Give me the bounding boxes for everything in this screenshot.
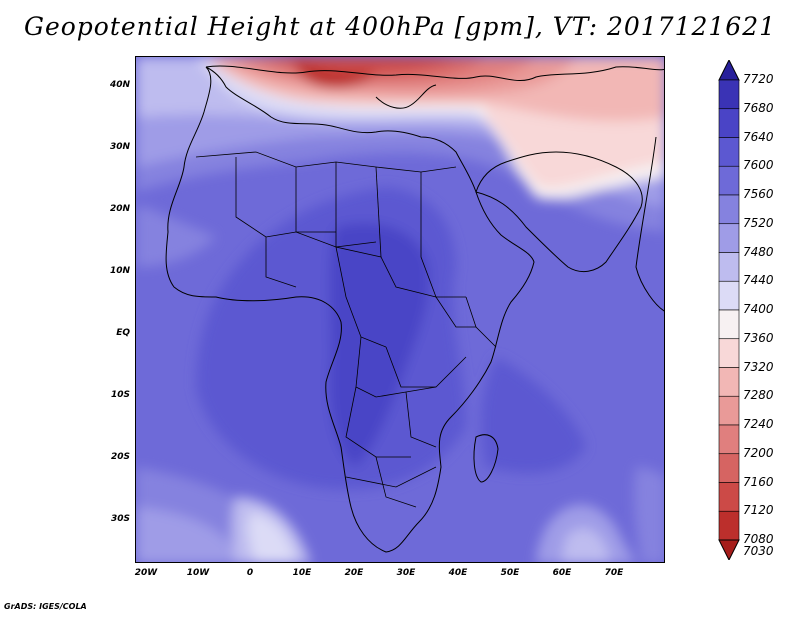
lat-label-20n: 20N (109, 204, 130, 214)
colorbar-label: 7560 (743, 187, 774, 201)
colorbar-segment (718, 309, 740, 340)
lon-label-0: 0 (246, 568, 254, 578)
europe-coastline (205, 65, 664, 81)
colorbar-segment (718, 165, 740, 196)
colorbar-label: 7200 (743, 445, 774, 460)
lon-label-70e: 70E (604, 568, 624, 578)
colorbar-label: 7400 (743, 302, 774, 316)
coastlines (165, 65, 664, 553)
colorbar-label: 7320 (743, 359, 774, 374)
lat-label-10n: 10N (109, 266, 130, 276)
height-field (136, 57, 664, 562)
lon-label-40e: 40E (448, 568, 468, 578)
colorbar-label: 7360 (743, 330, 774, 345)
lat-label-30n: 30N (109, 142, 130, 152)
lat-label-30s: 30S (110, 514, 130, 524)
map-frame (135, 56, 665, 563)
lat-label-20s: 20S (110, 452, 130, 462)
lon-label-50e: 50E (500, 568, 520, 578)
colorbar-label: 7640 (743, 129, 774, 144)
colorbar-bottom-arrow (718, 539, 740, 560)
arabia-coastline (475, 151, 643, 273)
country-borders (195, 151, 497, 508)
colorbar-segment (718, 453, 740, 483)
colorbar-label: 7440 (743, 273, 774, 288)
colorbar (718, 60, 740, 560)
lat-label-40n: 40N (109, 80, 130, 90)
colorbar-label: 7600 (743, 158, 774, 173)
colorbar-segment (718, 137, 740, 167)
colorbar-segment (718, 338, 740, 368)
lon-label-30e: 30E (396, 568, 416, 578)
colorbar-label: 7720 (743, 72, 774, 86)
colorbar-segment (718, 108, 740, 138)
colorbar-segment (718, 252, 740, 282)
colorbar-segment (718, 223, 740, 253)
colorbar-label: 7280 (743, 388, 774, 403)
lat-label-eq: EQ (116, 328, 130, 338)
lon-label-10w: 10W (186, 568, 210, 578)
footer-credit: GrADS: IGES/COLA (4, 602, 87, 611)
mediterranean-islands (375, 84, 437, 109)
colorbar-segment (718, 510, 740, 541)
lon-label-20e: 20E (344, 568, 364, 578)
colorbar-segment (718, 280, 740, 311)
madagascar-coastline (473, 434, 499, 483)
colorbar-label: 7120 (743, 503, 774, 518)
colorbar-top-arrow (718, 60, 740, 81)
lon-label-60e: 60E (552, 568, 572, 578)
africa-coastline (165, 66, 535, 553)
colorbar-label: 7520 (743, 215, 774, 230)
lon-label-20w: 20W (134, 568, 158, 578)
colorbar-label: 7030 (743, 544, 774, 558)
india-coastline (635, 136, 664, 312)
lon-label-10e: 10E (292, 568, 312, 578)
colorbar-segment (718, 367, 740, 397)
colorbar-segment (718, 424, 740, 455)
map-canvas (136, 57, 664, 562)
colorbar-label: 7480 (743, 244, 774, 259)
colorbar-segment (718, 194, 740, 225)
colorbar-label: 7080 (743, 532, 774, 546)
colorbar-label: 7160 (743, 474, 774, 489)
colorbar-label: 7680 (743, 100, 774, 115)
lat-label-10s: 10S (110, 390, 130, 400)
chart-title: Geopotential Height at 400hPa [gpm], VT:… (23, 12, 777, 41)
colorbar-segment (718, 79, 740, 110)
colorbar-segment (718, 482, 740, 512)
colorbar-label: 7240 (743, 417, 774, 431)
colorbar-segment (718, 395, 740, 426)
